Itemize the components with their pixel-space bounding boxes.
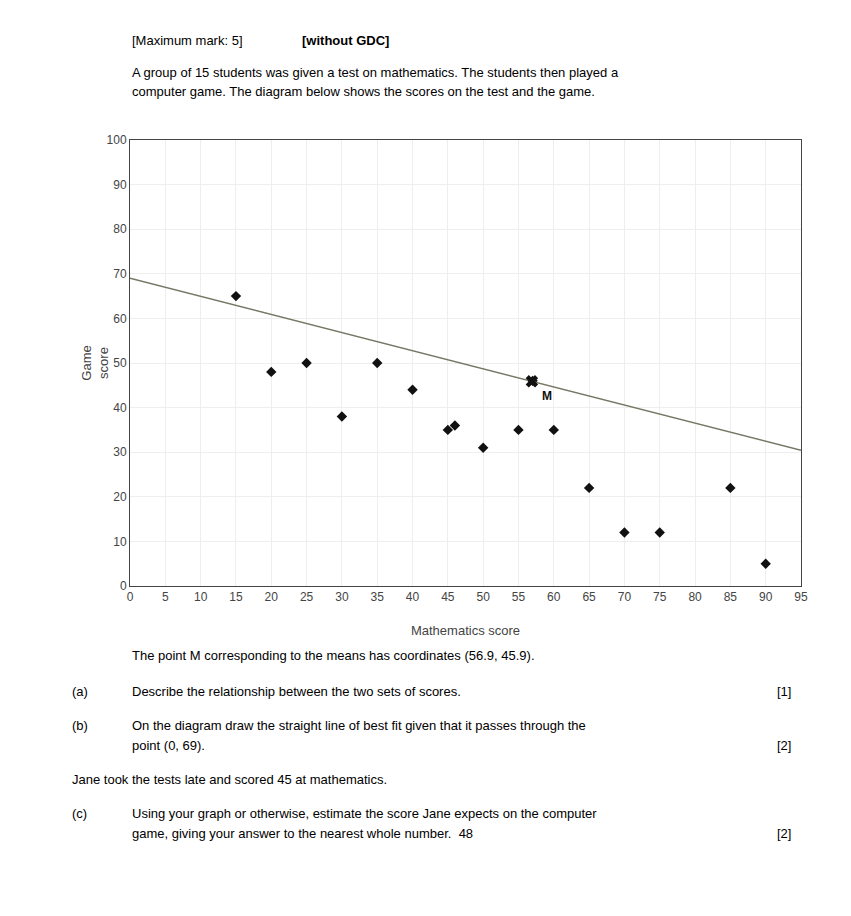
svg-text:10: 10	[194, 590, 208, 604]
svg-text:85: 85	[724, 590, 738, 604]
svg-text:Gamescore: Gamescore	[79, 345, 111, 380]
svg-text:On the diagram draw the straig: On the diagram draw the straight line of…	[132, 718, 586, 733]
svg-text:65: 65	[582, 590, 596, 604]
svg-text:20: 20	[113, 490, 127, 504]
svg-text:45: 45	[441, 590, 455, 604]
svg-text:Using your graph or otherwise,: Using your graph or otherwise, estimate …	[132, 806, 597, 821]
svg-text:0: 0	[120, 579, 127, 593]
svg-text:10: 10	[113, 535, 127, 549]
svg-text:40: 40	[113, 401, 127, 415]
svg-text:(c): (c)	[72, 806, 87, 821]
svg-text:(a): (a)	[72, 684, 88, 699]
svg-text:[without GDC]: [without GDC]	[302, 33, 389, 48]
svg-text:80: 80	[113, 222, 127, 236]
svg-text:15: 15	[229, 590, 243, 604]
svg-text:100: 100	[107, 133, 127, 147]
svg-text:[1]: [1]	[777, 684, 791, 699]
svg-text:[2]: [2]	[777, 826, 791, 841]
svg-text:30: 30	[113, 445, 127, 459]
svg-text:Mathematics score: Mathematics score	[411, 623, 520, 638]
svg-text:70: 70	[113, 267, 127, 281]
svg-text:35: 35	[371, 590, 385, 604]
svg-text:[2]: [2]	[777, 738, 791, 753]
svg-text:computer game. The diagram bel: computer game. The diagram below shows t…	[132, 84, 595, 99]
svg-text:Jane took the tests late and s: Jane took the tests late and scored 45 a…	[72, 772, 387, 787]
svg-text:60: 60	[113, 312, 127, 326]
svg-text:[Maximum mark: 5]: [Maximum mark: 5]	[132, 33, 243, 48]
svg-text:80: 80	[688, 590, 702, 604]
svg-text:40: 40	[406, 590, 420, 604]
svg-text:Describe the relationship betw: Describe the relationship between the tw…	[132, 684, 461, 699]
svg-text:A group of 15 students was giv: A group of 15 students was given a test …	[132, 65, 619, 80]
svg-text:20: 20	[265, 590, 279, 604]
svg-text:(b): (b)	[72, 718, 88, 733]
svg-text:90: 90	[113, 178, 127, 192]
svg-text:25: 25	[300, 590, 314, 604]
svg-text:5: 5	[162, 590, 169, 604]
svg-text:50: 50	[476, 590, 490, 604]
svg-text:70: 70	[618, 590, 632, 604]
svg-text:55: 55	[512, 590, 526, 604]
svg-text:30: 30	[335, 590, 349, 604]
svg-text:50: 50	[113, 356, 127, 370]
svg-text:point (0, 69).: point (0, 69).	[132, 738, 205, 753]
svg-text:M: M	[542, 389, 552, 403]
svg-text:The point M corresponding to t: The point M corresponding to the means h…	[132, 648, 535, 663]
svg-text:60: 60	[547, 590, 561, 604]
svg-text:95: 95	[794, 590, 808, 604]
svg-text:90: 90	[759, 590, 773, 604]
svg-text:0: 0	[127, 590, 134, 604]
svg-text:75: 75	[653, 590, 667, 604]
svg-text:game, giving your answer to th: game, giving your answer to the nearest …	[132, 826, 473, 841]
